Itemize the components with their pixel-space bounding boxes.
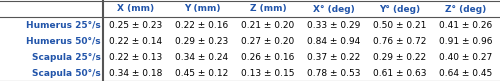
- Text: X (mm): X (mm): [118, 5, 154, 14]
- Text: 0.22 ± 0.14: 0.22 ± 0.14: [110, 37, 162, 46]
- Text: 0.29 ± 0.22: 0.29 ± 0.22: [374, 52, 426, 61]
- Text: 0.61 ± 0.63: 0.61 ± 0.63: [373, 69, 427, 78]
- Text: 0.22 ± 0.13: 0.22 ± 0.13: [110, 52, 162, 61]
- Text: 0.34 ± 0.18: 0.34 ± 0.18: [110, 69, 162, 78]
- Text: 0.26 ± 0.16: 0.26 ± 0.16: [242, 52, 294, 61]
- Text: 0.84 ± 0.94: 0.84 ± 0.94: [308, 37, 360, 46]
- Text: 0.25 ± 0.23: 0.25 ± 0.23: [110, 20, 162, 29]
- Text: 0.45 ± 0.12: 0.45 ± 0.12: [176, 69, 229, 78]
- Text: 0.37 ± 0.22: 0.37 ± 0.22: [308, 52, 360, 61]
- Text: 0.76 ± 0.72: 0.76 ± 0.72: [374, 37, 426, 46]
- Text: 0.41 ± 0.26: 0.41 ± 0.26: [440, 20, 492, 29]
- Text: 0.29 ± 0.23: 0.29 ± 0.23: [176, 37, 229, 46]
- Text: 0.78 ± 0.53: 0.78 ± 0.53: [307, 69, 361, 78]
- Text: Humerus 25°/s: Humerus 25°/s: [26, 20, 101, 29]
- Text: Scapula 25°/s: Scapula 25°/s: [32, 52, 101, 61]
- Text: 0.34 ± 0.24: 0.34 ± 0.24: [176, 52, 229, 61]
- Text: 0.27 ± 0.20: 0.27 ± 0.20: [242, 37, 294, 46]
- Text: Z° (deg): Z° (deg): [446, 5, 486, 14]
- Text: 0.13 ± 0.15: 0.13 ± 0.15: [241, 69, 295, 78]
- Text: Z (mm): Z (mm): [250, 5, 286, 14]
- Text: 0.21 ± 0.20: 0.21 ± 0.20: [242, 20, 294, 29]
- Text: 0.50 ± 0.21: 0.50 ± 0.21: [374, 20, 426, 29]
- Text: 0.40 ± 0.27: 0.40 ± 0.27: [440, 52, 492, 61]
- Text: Humerus 50°/s: Humerus 50°/s: [26, 37, 101, 46]
- Text: X° (deg): X° (deg): [313, 5, 355, 14]
- Text: Y (mm): Y (mm): [184, 5, 220, 14]
- Text: 0.22 ± 0.16: 0.22 ± 0.16: [176, 20, 229, 29]
- Text: 0.33 ± 0.29: 0.33 ± 0.29: [308, 20, 360, 29]
- Text: Y° (deg): Y° (deg): [380, 5, 420, 14]
- Text: Scapula 50°/s: Scapula 50°/s: [32, 69, 101, 78]
- Text: 0.91 ± 0.96: 0.91 ± 0.96: [440, 37, 493, 46]
- Text: 0.64 ± 0.45: 0.64 ± 0.45: [440, 69, 492, 78]
